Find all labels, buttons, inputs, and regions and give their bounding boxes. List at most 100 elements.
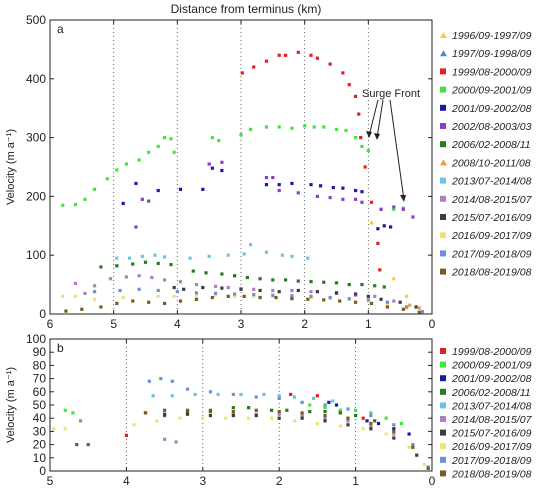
data-point-201307201408 — [115, 256, 119, 260]
data-point-200602200811 — [269, 408, 274, 412]
data-point-199609199709 — [369, 221, 374, 225]
data-point-201808201908 — [147, 300, 151, 304]
legend-label: 2013/07-2014/08 — [451, 176, 532, 188]
data-point-200602200811 — [347, 283, 351, 287]
legend-marker — [440, 402, 446, 409]
x-tick-label: 1 — [352, 474, 359, 488]
panel-a-legend: 1996/09-1997/09 1997/09-1998/09 1999/08-20… — [440, 30, 533, 279]
data-point-201507201609 — [172, 285, 176, 290]
y-tick-label: 0 — [39, 464, 46, 478]
data-point-201507201609 — [277, 416, 281, 420]
data-point-201808201908 — [323, 413, 327, 418]
data-point-201808201908 — [208, 410, 213, 414]
data-point-201609201709 — [269, 416, 274, 420]
data-point-200009200109 — [156, 144, 160, 149]
data-point-200109200208 — [360, 190, 364, 194]
x-tick-label: 5 — [47, 474, 54, 488]
data-point-201408201507 — [392, 299, 396, 303]
x-tick-label: 4 — [123, 474, 130, 488]
data-point-200109200208 — [376, 421, 381, 426]
legend-marker — [440, 388, 446, 395]
data-point-201709201809 — [309, 294, 313, 298]
legend-marker — [440, 214, 446, 220]
data-point-199908200009 — [296, 50, 300, 54]
data-point-201709201809 — [118, 288, 122, 293]
data-point-201408201507 — [124, 275, 128, 279]
data-point-201609201709 — [132, 423, 136, 427]
data-point-201507201609 — [354, 292, 358, 296]
data-point-201808201908 — [417, 310, 421, 314]
legend-marker — [440, 429, 446, 436]
data-point-201808201908 — [64, 309, 68, 313]
data-point-201709201809 — [328, 295, 332, 300]
data-point-200009200109 — [322, 125, 326, 129]
legend-marker — [440, 361, 446, 368]
data-point-200208200303 — [140, 197, 144, 201]
data-point-201709201809 — [404, 305, 409, 309]
data-point-201709201809 — [231, 392, 235, 397]
y-tick-label: 500 — [26, 13, 46, 27]
data-point-201808201908 — [194, 297, 199, 301]
data-point-201709201809 — [347, 297, 351, 301]
data-point-201307201408 — [264, 250, 269, 254]
data-point-200009200109 — [124, 162, 128, 166]
data-point-200109200208 — [264, 183, 269, 187]
data-point-201808201908 — [426, 466, 430, 470]
data-point-199908200009 — [328, 62, 332, 66]
legend-label: 2014/08-2015/07 — [451, 194, 533, 206]
data-point-201808201908 — [369, 421, 373, 426]
legend-label: 2001/09-2002/08 — [451, 103, 532, 115]
data-point-200602200811 — [296, 279, 300, 283]
y-tick-label: 100 — [26, 332, 46, 346]
data-point-200009200109 — [210, 136, 214, 140]
data-point-201808201908 — [274, 295, 278, 300]
data-point-201408201507 — [137, 274, 141, 278]
data-point-201709201809 — [185, 387, 190, 391]
data-point-200009200109 — [308, 403, 312, 407]
data-point-201808201908 — [392, 429, 396, 433]
data-point-201808201908 — [115, 301, 119, 306]
data-point-200602200811 — [373, 284, 377, 288]
data-point-201808201908 — [210, 295, 214, 300]
data-point-201507201609 — [334, 291, 339, 295]
data-point-200602200811 — [258, 277, 262, 281]
y-tick-label: 0 — [39, 307, 46, 321]
data-point-201307201408 — [216, 392, 220, 397]
data-point-201307201408 — [207, 254, 211, 258]
surge-arrowhead-3 — [400, 195, 406, 202]
data-point-200109200208 — [327, 400, 331, 404]
legend-label: 1997/09-1998/09 — [452, 48, 532, 60]
data-point-201307201408 — [151, 394, 155, 398]
data-point-201709201809 — [233, 292, 237, 296]
data-point-201808201908 — [411, 445, 415, 449]
legend-marker — [440, 456, 446, 463]
data-point-201808201908 — [277, 410, 281, 414]
legend-label: 2006/02-2008/11 — [451, 387, 531, 399]
x-tick-label: 1 — [365, 317, 372, 331]
legend-label: 2014/08-2015/07 — [451, 414, 533, 426]
data-point-201808201908 — [300, 411, 304, 415]
data-point-201709201809 — [92, 290, 97, 294]
legend-label: 2018/08-2019/08 — [451, 267, 532, 279]
data-point-200208200303 — [354, 197, 358, 201]
data-point-201709201809 — [170, 379, 174, 383]
legend-label: 2017/09-2018/09 — [451, 455, 532, 467]
data-point-200208200303 — [411, 215, 415, 219]
data-point-200602200811 — [204, 271, 208, 275]
data-point-199908200009 — [376, 241, 380, 246]
data-point-201507201609 — [415, 453, 419, 457]
data-point-200602200811 — [191, 269, 195, 273]
legend-marker — [440, 348, 446, 354]
data-point-200810201108 — [417, 306, 421, 310]
legend-label: 1996/09-1997/09 — [452, 30, 532, 42]
data-point-199908200009 — [264, 59, 269, 63]
data-point-201408201507 — [323, 416, 327, 420]
data-point-201808201908 — [338, 299, 342, 303]
legend-marker — [440, 416, 446, 422]
legend-marker — [440, 141, 446, 148]
data-point-201808201908 — [163, 408, 167, 412]
data-point-200602200811 — [115, 264, 119, 268]
data-point-201408201507 — [78, 419, 83, 423]
data-point-201408201507 — [373, 294, 377, 298]
data-point-201307201408 — [242, 252, 246, 256]
